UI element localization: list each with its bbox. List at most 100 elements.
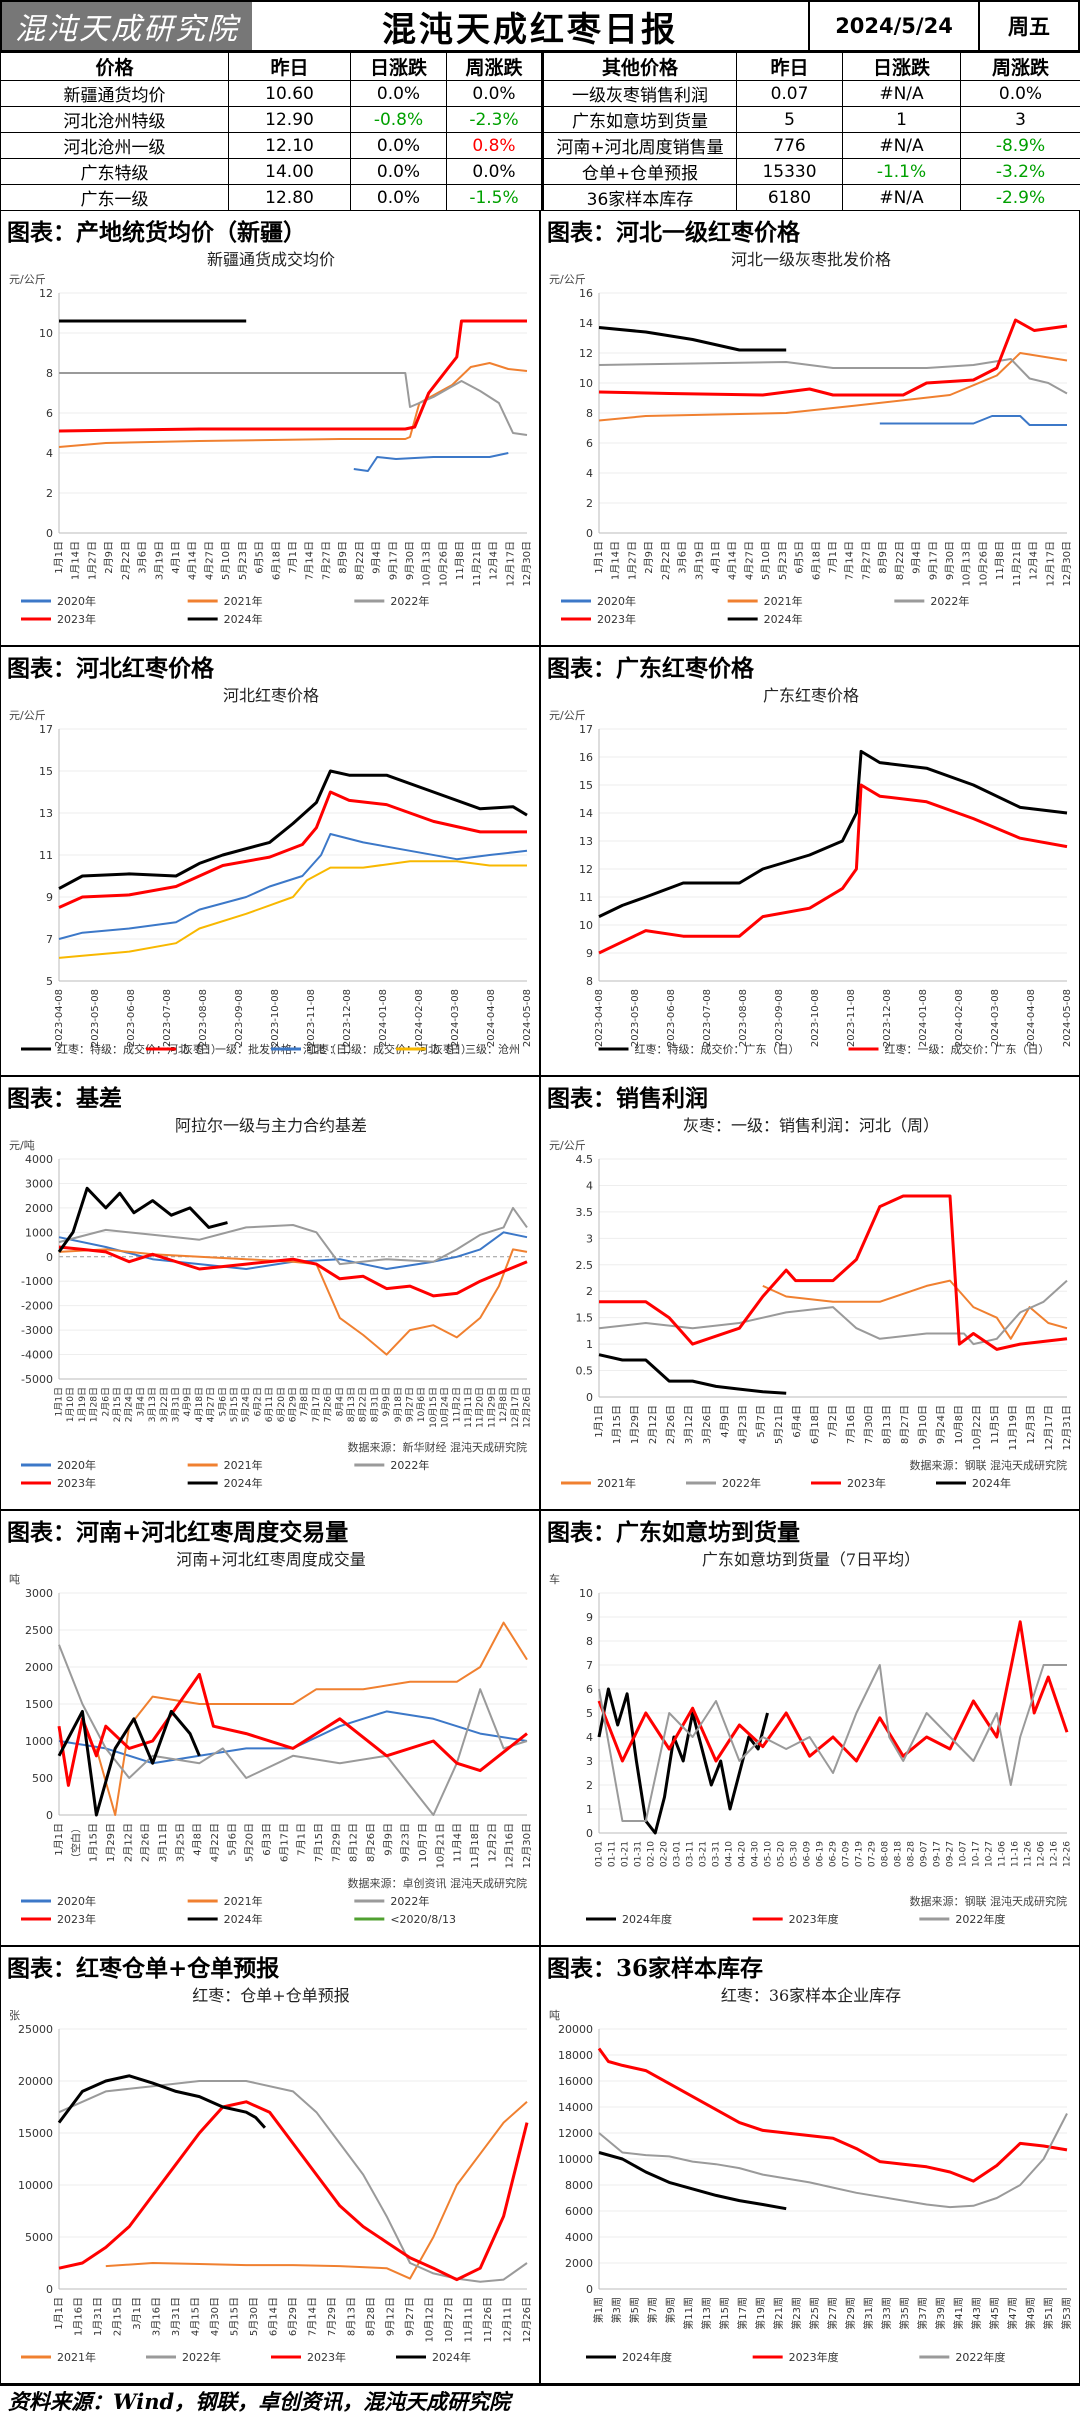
legend-label: 2021年 [57, 2350, 96, 2364]
y-tick-label: 8 [586, 407, 593, 420]
x-tick-label: 1月1日 [53, 2297, 65, 2330]
x-tick-label: 第17周 [736, 2297, 749, 2330]
y-axis-label: 元/公斤 [9, 709, 46, 722]
x-tick-label: 3月19日 [153, 541, 165, 580]
table-row: 广东一级 12.80 0.0% -1.5% 36家样本库存 6180 #N/A -2.9% [0, 184, 1080, 211]
x-tick-label: 11月11日 [463, 1387, 474, 1428]
x-tick-label: 第3周 [610, 2297, 623, 2323]
x-tick-label: 12月4日 [1028, 541, 1040, 580]
x-tick-label: 9月4日 [371, 541, 383, 574]
legend-label: 2024年 [432, 2350, 471, 2364]
x-tick-label: 第45周 [988, 2297, 1001, 2330]
x-tick-label: 2023-10-08 [270, 989, 281, 1047]
x-tick-label: 12月8日 [498, 1387, 509, 1422]
x-tick-label: 5月21日 [773, 1405, 785, 1444]
x-tick-label: 5月23日 [237, 541, 249, 580]
x-tick-label: 6月29日 [287, 2297, 299, 2336]
x-tick-label: 4月27日 [206, 1387, 217, 1422]
y-tick-label: 5000 [25, 2231, 53, 2244]
x-tick-label: 7月1日 [287, 541, 299, 574]
y-tick-label: 14 [579, 807, 593, 820]
x-tick-label: 2月26日 [140, 1823, 152, 1862]
x-tick-label: 2023-11-08 [846, 989, 857, 1047]
x-tick-label: 09-27 [946, 1841, 956, 1867]
x-tick-label: 10月7日 [417, 1823, 429, 1862]
x-tick-label: 03-21 [699, 1841, 709, 1867]
y-tick-label: 10 [579, 377, 593, 390]
table-cell: 6180 [736, 184, 843, 211]
y-tick-label: 5 [46, 975, 53, 988]
y-tick-label: 16000 [558, 2075, 593, 2088]
x-tick-label: 10月13日 [961, 541, 973, 586]
legend-label: 红枣：一级：成交价：广东（日） [885, 1042, 1050, 1056]
x-tick-label: 06-19 [816, 1841, 826, 1867]
x-tick-label: 5月30日 [248, 2297, 260, 2336]
x-tick-label: 7月27日 [320, 541, 332, 580]
x-tick-label: 6月2日 [252, 1387, 263, 1416]
table-cell: 14.00 [228, 158, 351, 185]
series-line [598, 1353, 787, 1395]
x-tick-label: 第49周 [1024, 2297, 1037, 2330]
y-axis-label: 元/公斤 [9, 273, 46, 286]
table-cell: -1.5% [446, 184, 543, 211]
x-tick-label: 12月17日 [504, 541, 516, 586]
legend-label: 2022年 [390, 594, 429, 608]
x-tick-label: 9月4日 [911, 541, 923, 574]
x-tick-label: 7月1日 [827, 541, 839, 574]
chart-title: 新疆通货成交均价 [207, 250, 335, 269]
y-tick-label: 1500 [25, 1698, 53, 1711]
x-tick-label: 12月31日 [1061, 1405, 1073, 1450]
x-tick-label: 10月6日 [416, 1387, 427, 1422]
x-tick-label: 第27周 [826, 2297, 839, 2330]
x-tick-label: 2023-04-08 [594, 989, 605, 1047]
table-cell: #N/A [842, 132, 961, 159]
y-axis-label: 吨 [549, 2009, 560, 2022]
y-tick-label: 15 [579, 779, 593, 792]
x-tick-label: 4月15日 [190, 2297, 202, 2336]
series-line [58, 319, 527, 433]
x-tick-label: 第31周 [862, 2297, 875, 2330]
x-tick-label: 06-09 [803, 1841, 813, 1867]
y-tick-label: 14000 [558, 2101, 593, 2114]
x-tick-label: 11月29日 [486, 1387, 497, 1428]
x-tick-label: 03-11 [686, 1841, 696, 1867]
x-tick-label: 8月28日 [365, 2297, 377, 2336]
table-row: 河北沧州特级 12.90 -0.8% -2.3% 广东如意坊到货量 5 1 3 [0, 106, 1080, 133]
y-tick-label: 20000 [18, 2075, 53, 2088]
y-tick-label: -2000 [21, 1300, 53, 1313]
x-tick-label: 8月13日 [346, 2297, 358, 2336]
x-tick-label: 6月3日 [261, 1823, 273, 1856]
x-tick-label: 12月16日 [504, 1823, 516, 1868]
x-tick-label: 第9周 [664, 2297, 677, 2323]
x-tick-label: 第33周 [880, 2297, 893, 2330]
table-header: 昨日 [736, 52, 843, 81]
y-tick-label: 9 [46, 891, 53, 904]
x-tick-label: 5月6日 [226, 1823, 238, 1856]
x-tick-label: 4月27日 [743, 541, 755, 580]
x-tick-label: 5月10日 [760, 541, 772, 580]
y-tick-label: 2 [46, 487, 53, 500]
y-tick-label: 8 [586, 1635, 593, 1648]
x-tick-label: 2月6日 [100, 1387, 111, 1416]
y-tick-label: 1 [586, 1338, 593, 1351]
x-tick-label: 8月26日 [365, 1823, 377, 1862]
x-tick-label: 2月15日 [112, 1387, 123, 1422]
x-tick-label: 10月8日 [953, 1405, 965, 1444]
x-tick-label: 第5周 [628, 2297, 641, 2323]
y-tick-label: 0 [46, 1809, 53, 1822]
x-tick-label: 第7周 [646, 2297, 659, 2323]
y-tick-label: 1000 [25, 1735, 53, 1748]
x-tick-label: 11-06 [998, 1841, 1008, 1867]
x-tick-label: 10月12日 [424, 2297, 436, 2342]
x-tick-label: 11月18日 [469, 1823, 481, 1868]
x-tick-label: 9月24日 [935, 1405, 947, 1444]
x-tick-label: 10-07 [959, 1841, 969, 1867]
y-tick-label: 3.5 [576, 1206, 594, 1219]
table-cell: 3 [960, 106, 1080, 133]
x-tick-label: 01-31 [634, 1841, 644, 1867]
x-tick-label: 1月1日 [593, 541, 605, 574]
series-line [599, 1194, 1068, 1351]
